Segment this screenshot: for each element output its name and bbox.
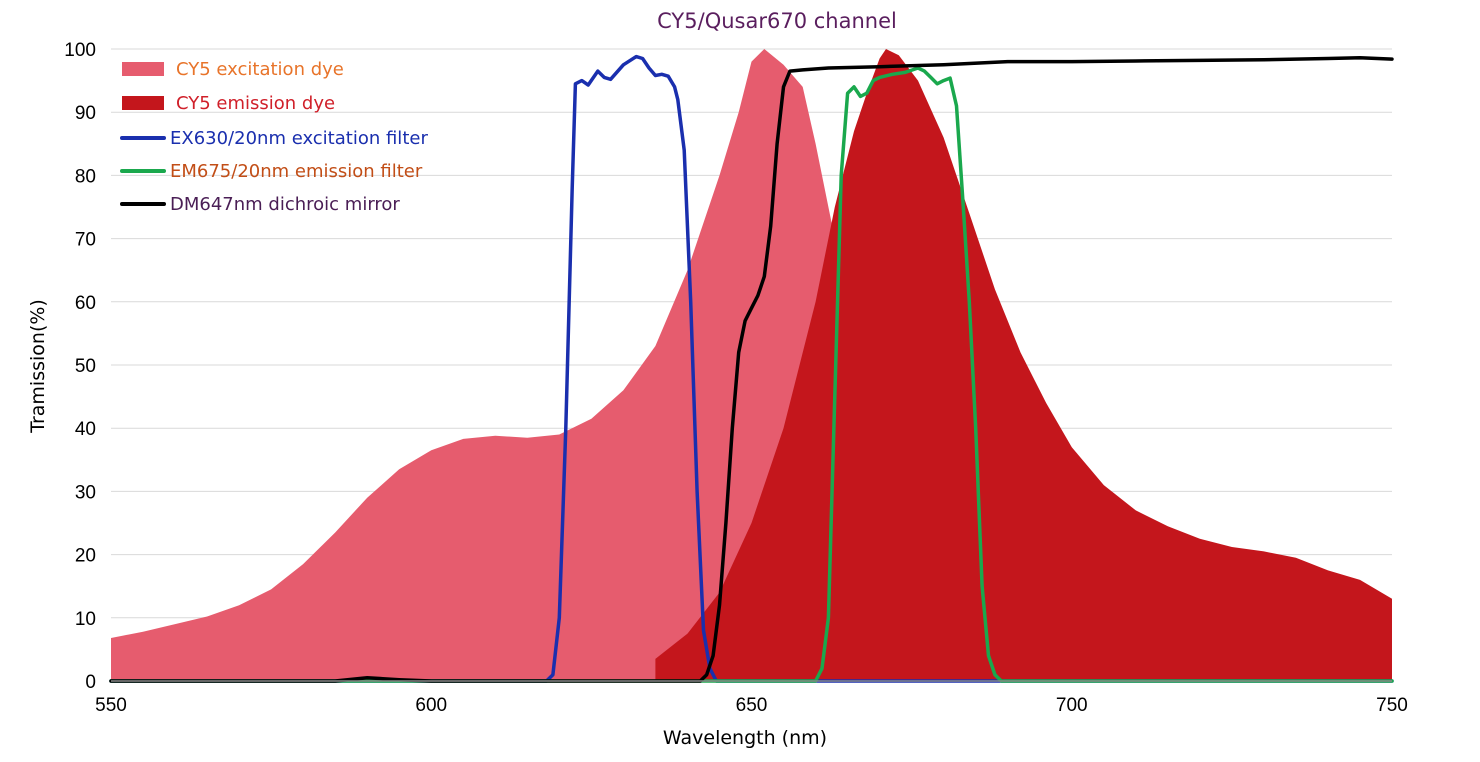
legend-swatch <box>122 96 164 110</box>
y-tick-label: 100 <box>64 40 96 61</box>
x-axis: 550 600 650 700 750 <box>95 695 1408 716</box>
chart-title: CY5/Qusar670 channel <box>657 9 897 33</box>
legend-label: DM647nm dichroic mirror <box>170 194 400 215</box>
x-tick-label: 650 <box>736 695 768 716</box>
ex630-20nm-excitation-filter-line <box>109 54 1394 683</box>
y-tick-label: 0 <box>85 672 96 693</box>
x-tick-label: 550 <box>95 695 127 716</box>
plot-area <box>109 49 1394 683</box>
y-axis-title: Tramission(%) <box>27 299 49 434</box>
y-tick-label: 70 <box>75 230 96 251</box>
x-tick-label: 600 <box>415 695 447 716</box>
legend-label: EX630/20nm excitation filter <box>170 128 428 149</box>
y-tick-label: 50 <box>75 356 96 377</box>
em675-20nm-emission-filter-line <box>109 66 1394 683</box>
y-tick-label: 20 <box>75 546 96 567</box>
y-tick-label: 90 <box>75 103 96 124</box>
y-tick-label: 30 <box>75 482 96 503</box>
legend-label: CY5 excitation dye <box>176 59 344 80</box>
y-tick-label: 60 <box>75 293 96 314</box>
x-tick-label: 700 <box>1056 695 1088 716</box>
legend-label: CY5 emission dye <box>176 93 335 114</box>
y-tick-label: 40 <box>75 419 96 440</box>
x-tick-label: 750 <box>1376 695 1408 716</box>
legend: CY5 excitation dye CY5 emission dye EX630/… <box>120 59 428 215</box>
dm647nm-dichroic-mirror-line <box>109 56 1394 683</box>
legend-label: EM675/20nm emission filter <box>170 161 423 182</box>
x-axis-title: Wavelength (nm) <box>663 727 827 749</box>
y-tick-label: 80 <box>75 166 96 187</box>
y-axis: 0 10 20 30 40 50 60 70 80 90 100 <box>64 40 96 693</box>
legend-swatch <box>122 62 164 76</box>
y-tick-label: 10 <box>75 609 96 630</box>
